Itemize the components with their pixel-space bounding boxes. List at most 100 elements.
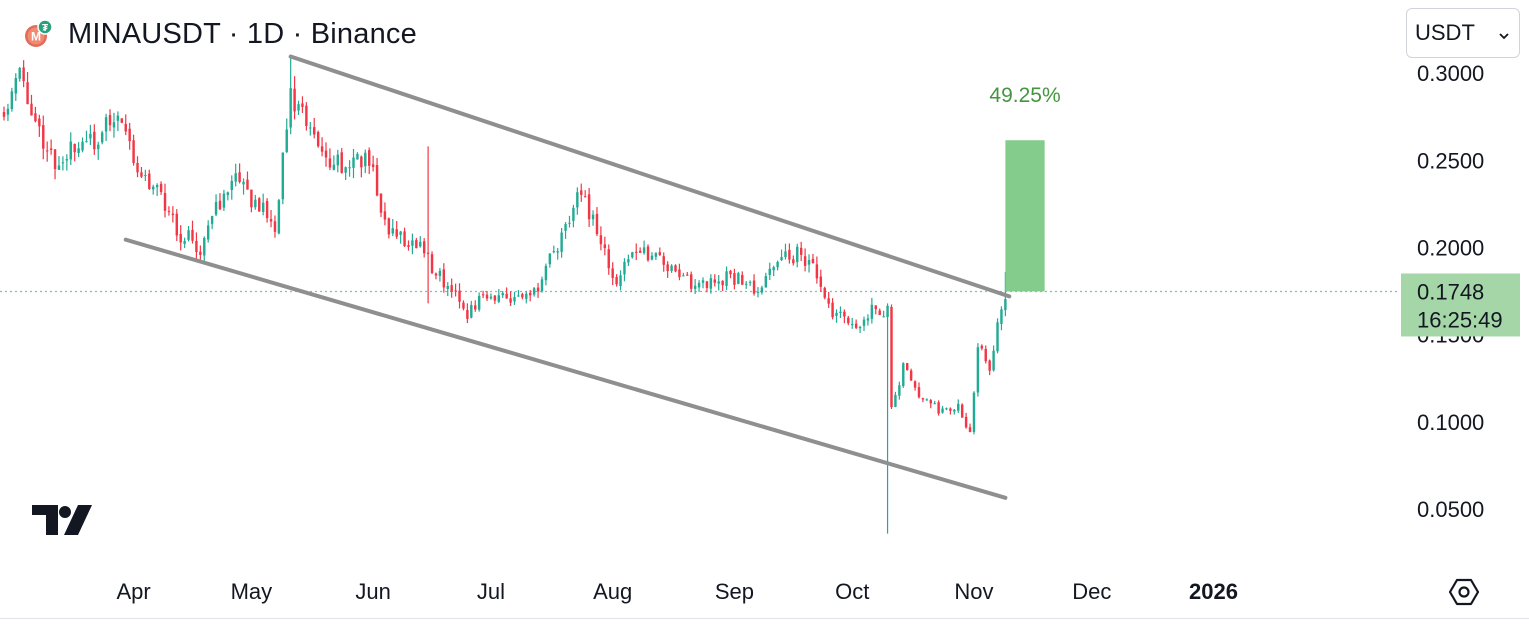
candle-body: [638, 250, 642, 253]
candle-body: [65, 159, 69, 161]
candle-body: [587, 194, 591, 220]
candle-body: [258, 198, 261, 212]
candle: [909, 368, 913, 382]
candle: [1000, 306, 1003, 331]
candle-body: [348, 167, 351, 169]
candle: [242, 178, 245, 195]
candle: [340, 147, 343, 174]
candle: [693, 279, 697, 295]
candle: [77, 142, 80, 158]
candle-body: [277, 200, 281, 234]
candle-body: [293, 88, 296, 112]
candle: [839, 306, 842, 319]
candle-body: [69, 141, 72, 160]
candle-body: [619, 275, 622, 287]
candle: [709, 274, 713, 294]
candle: [132, 134, 135, 166]
candle-body: [171, 213, 175, 216]
candle: [313, 117, 316, 139]
candle-body: [748, 281, 752, 283]
candle-body: [658, 252, 662, 255]
candle-body: [395, 229, 398, 237]
candle-body: [89, 133, 92, 139]
candle: [6, 103, 10, 121]
candle-body: [796, 246, 799, 263]
candle-body: [265, 200, 269, 219]
gear-hexagon-icon[interactable]: [1448, 576, 1480, 613]
candle-body: [2, 111, 6, 117]
candle: [627, 254, 630, 267]
candle: [690, 271, 693, 293]
candle: [222, 189, 226, 211]
candle: [568, 215, 571, 228]
candle: [53, 149, 57, 180]
candle-body: [159, 183, 163, 193]
currency-select[interactable]: USDT: [1406, 8, 1520, 58]
candle-body: [163, 192, 167, 211]
candle: [960, 403, 964, 418]
candle: [701, 277, 705, 289]
candle-body: [470, 304, 473, 318]
candle: [305, 102, 308, 131]
channel-line: [288, 54, 1012, 299]
candle-body: [120, 118, 124, 123]
bottom-divider: [0, 618, 1529, 619]
candle-body: [929, 400, 932, 404]
candle-body: [980, 345, 984, 349]
candle-body: [540, 279, 544, 292]
candle: [387, 217, 391, 239]
candle-body: [242, 181, 245, 185]
candle-body: [38, 118, 41, 127]
candle: [352, 148, 355, 179]
candle: [744, 281, 748, 289]
candle-body: [556, 251, 559, 253]
candle-body: [984, 348, 987, 362]
tradingview-logo-icon[interactable]: [30, 503, 94, 542]
candle-body: [976, 347, 980, 393]
candle-body: [364, 152, 367, 167]
candle-body: [544, 265, 548, 281]
candle: [831, 298, 834, 320]
candle-body: [898, 385, 901, 396]
candle: [179, 225, 182, 251]
candle-body: [458, 290, 461, 302]
candle-body: [827, 298, 830, 304]
candle: [430, 251, 434, 275]
candle-body: [729, 270, 732, 275]
candle-body: [18, 68, 21, 79]
candle: [941, 405, 944, 414]
candle-body: [175, 213, 179, 236]
candle: [548, 253, 552, 268]
candle: [462, 300, 465, 311]
x-tick-label: Dec: [1072, 579, 1111, 604]
candle: [10, 87, 14, 112]
candle: [784, 243, 787, 260]
candle: [474, 300, 477, 312]
target-projection-layer: 49.25%: [989, 84, 1061, 292]
mina-coin-icon[interactable]: M ₮: [24, 19, 53, 48]
candle: [835, 309, 838, 323]
candle-body: [682, 275, 685, 277]
candle: [356, 152, 359, 160]
candle: [442, 263, 446, 293]
candle-body: [481, 294, 485, 296]
candle: [419, 236, 422, 248]
candle: [752, 274, 756, 296]
candle: [422, 238, 426, 258]
candle-body: [132, 140, 135, 163]
candle: [843, 309, 846, 324]
candle-body: [391, 228, 394, 234]
symbol-title[interactable]: MINAUSDT · 1D · Binance: [68, 17, 417, 50]
candle-body: [909, 370, 913, 381]
candle: [925, 398, 929, 401]
last-price-countdown: 16:25:49: [1417, 307, 1503, 332]
candle-body: [254, 199, 257, 208]
candle: [100, 130, 104, 145]
candle-body: [505, 293, 508, 299]
candle: [874, 305, 878, 315]
candle: [819, 269, 823, 293]
candle-body: [1004, 299, 1007, 311]
candle: [281, 152, 285, 205]
candle: [22, 60, 25, 88]
